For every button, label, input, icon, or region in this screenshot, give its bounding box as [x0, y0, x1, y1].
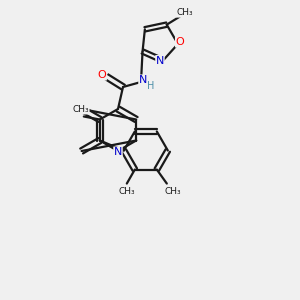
Text: O: O — [98, 70, 106, 80]
Text: CH₃: CH₃ — [118, 187, 135, 196]
Text: H: H — [147, 81, 155, 91]
Text: N: N — [139, 75, 147, 85]
Text: N: N — [156, 56, 164, 66]
Text: O: O — [176, 37, 184, 47]
Text: CH₃: CH₃ — [164, 187, 181, 196]
Text: CH₃: CH₃ — [73, 105, 89, 114]
Text: CH₃: CH₃ — [176, 8, 193, 17]
Text: N: N — [114, 147, 122, 157]
